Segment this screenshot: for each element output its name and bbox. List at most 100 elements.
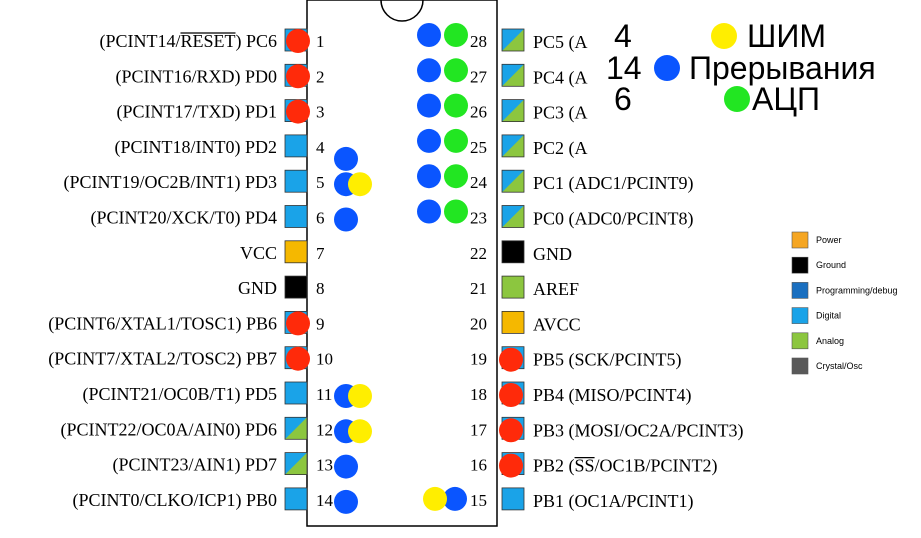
red-dot [286, 346, 310, 371]
pin-box-13-outline [284, 452, 308, 476]
green-dot [444, 58, 468, 83]
pin-number: 16 [470, 456, 487, 475]
legend-swatch [791, 307, 809, 324]
pin-9: (PCINT6/XTAL1/TOSC1) PB6 9 [48, 310, 325, 336]
pin-box-25-outline [501, 134, 525, 158]
pin-6: (PCINT20/XCK/T0) PD4 6 [90, 205, 358, 232]
legend-label: Power [816, 235, 842, 245]
pin-label: PC4 (A [533, 67, 588, 88]
pin-21: 21 AREF [470, 275, 579, 299]
pin-label: PB4 (MISO/PCINT4) [533, 385, 692, 406]
pin-label: (PCINT19/OC2B/INT1) PD3 [63, 172, 277, 193]
pin-box-15 [501, 487, 525, 511]
green-dot [724, 86, 750, 112]
pin-box-28-analog-half [502, 29, 524, 51]
pin-number: 19 [470, 350, 487, 369]
blue-dot [417, 199, 441, 224]
blue-dot [417, 128, 441, 153]
pin-label: PC1 (ADC1/PCINT9) [533, 173, 694, 194]
summary-count: 6 [614, 81, 632, 117]
pin-27: 27 PC4 (A [417, 58, 588, 88]
legend-label: Ground [816, 260, 846, 270]
pin-label: PB5 (SCK/PCINT5) [533, 350, 682, 371]
pin-label: PB1 (OC1A/PCINT1) [533, 491, 694, 512]
pin-11: (PCINT21/OC0B/T1) PD5 11 [82, 381, 372, 408]
green-dot [444, 128, 468, 153]
legend-item: Power [791, 231, 842, 249]
pin-label: (PCINT16/RXD) PD0 [115, 66, 277, 87]
pin-box-7 [284, 240, 308, 264]
legend: Power Ground Programming/debug Digital Analo… [791, 231, 898, 375]
pin-label: (PCINT22/OC0A/AIN0) PD6 [60, 419, 277, 440]
pin-box-22 [501, 240, 525, 264]
pin-box-26-analog-half [502, 99, 524, 122]
left-pins: (PCINT14/RESET) PC6 1(PCINT16/RXD) PD0 2(P… [48, 28, 372, 514]
pin-3: (PCINT17/TXD) PD1 3 [117, 99, 325, 124]
yellow-dot [423, 486, 447, 511]
pin-14: (PCINT0/CLKO/ICP1) PB0 14 [72, 487, 358, 514]
pin-number: 24 [470, 173, 488, 192]
pin-number: 11 [316, 385, 332, 404]
pin-number: 10 [316, 350, 333, 369]
pin-box-27-analog-half [502, 64, 524, 87]
pin-box-8 [284, 275, 308, 299]
pin-number: 27 [470, 67, 488, 86]
red-dot [286, 311, 310, 336]
green-dot [444, 93, 468, 118]
pin-label: (PCINT6/XTAL1/TOSC1) PB6 [48, 313, 277, 334]
legend-swatch [791, 282, 809, 299]
pin-label: GND [238, 278, 277, 298]
pin-number: 26 [470, 103, 487, 122]
blue-dot [334, 489, 358, 514]
yellow-dot [348, 384, 372, 408]
pin-label: PC3 (A [533, 103, 588, 124]
pin-label: (PCINT14/RESET) PC6 [99, 31, 277, 52]
pin-label: PC0 (ADC0/PCINT8) [533, 209, 694, 230]
pin-7: VCC 7 [240, 240, 325, 264]
pin-number: 1 [316, 32, 325, 51]
pin-label: PB3 (MOSI/OC2A/PCINT3) [533, 420, 744, 441]
legend-item: Crystal/Osc [791, 357, 863, 375]
blue-dot [417, 58, 441, 83]
pin-19: 19 PB5 (SCK/PCINT5) [470, 346, 682, 372]
pin-number: 9 [316, 314, 325, 333]
pin-box-4 [284, 134, 308, 158]
legend-item: Analog [791, 332, 844, 350]
pin-23: 23 PC0 (ADC0/PCINT8) [417, 199, 694, 230]
blue-dot [334, 146, 358, 171]
pin-number: 23 [470, 209, 487, 228]
summary-label: ШИМ [747, 18, 826, 54]
pin-number: 2 [316, 67, 325, 86]
pin-box-28-outline [501, 28, 525, 52]
pin-label: (PCINT7/XTAL2/TOSC2) PB7 [48, 349, 277, 370]
summary-yellow: 4 ШИМ [614, 18, 826, 54]
pin-number: 20 [470, 314, 487, 333]
summary-label: АЦП [752, 81, 820, 117]
blue-dot [417, 23, 441, 47]
red-dot [286, 99, 310, 124]
pin-number: 8 [316, 279, 325, 298]
pin-label: AVCC [533, 314, 581, 334]
pin-label: VCC [240, 243, 277, 263]
pin-box-6 [284, 205, 308, 228]
blue-dot [654, 55, 680, 81]
pin-box-20 [501, 310, 525, 334]
pin-label: AREF [533, 279, 579, 299]
pin-label: GND [533, 244, 572, 264]
pin-label: (PCINT17/TXD) PD1 [117, 102, 278, 123]
pin-number: 18 [470, 385, 487, 404]
pin-number: 17 [470, 420, 488, 439]
pin-2: (PCINT16/RXD) PD0 2 [115, 63, 325, 89]
legend-swatch [791, 256, 809, 274]
pin-24: 24 PC1 (ADC1/PCINT9) [417, 164, 694, 194]
pin-number: 6 [316, 209, 325, 228]
blue-dot [443, 486, 467, 511]
legend-label: Crystal/Osc [816, 361, 863, 371]
pin-18: 18 PB4 (MISO/PCINT4) [470, 381, 692, 407]
yellow-dot [348, 172, 372, 197]
pin-number: 22 [470, 244, 487, 263]
summary-count: 4 [614, 18, 632, 54]
legend-item: Programming/debug [791, 282, 898, 299]
pin-1: (PCINT14/RESET) PC6 1 [99, 28, 325, 53]
